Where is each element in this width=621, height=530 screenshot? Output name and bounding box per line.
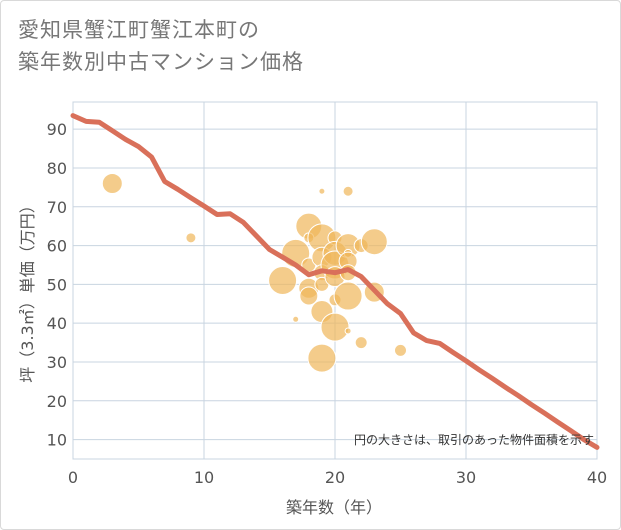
y-tick-label: 10 [47, 431, 67, 450]
bubble-point [320, 312, 350, 342]
x-axis-label: 築年数（年） [286, 498, 382, 517]
chart-title-line2: 築年数別中古マンション価格 [18, 50, 304, 74]
bubble-point [360, 228, 388, 256]
bubble-point [101, 172, 123, 194]
trend-line [70, 113, 600, 450]
size-note: 円の大きさは、取引のあった物件面積を示す [354, 432, 594, 447]
trend-line-path [70, 113, 600, 450]
bubbles [101, 172, 407, 373]
bubble-point [299, 286, 319, 306]
bubble-point [292, 315, 300, 323]
y-axis-label: 坪（3.3㎡）単価（万円） [18, 197, 37, 382]
x-tick-label: 40 [587, 468, 607, 487]
y-tick-label: 30 [47, 353, 67, 372]
bubble-point [354, 336, 368, 350]
x-tick-label: 10 [194, 468, 214, 487]
bubble-point [394, 343, 407, 357]
plot-border [72, 101, 598, 460]
x-tick-label: 30 [456, 468, 476, 487]
y-tick-label: 60 [47, 237, 67, 256]
y-tick-label: 90 [47, 120, 67, 139]
bubble-point [307, 343, 337, 373]
y-tick-label: 20 [47, 392, 67, 411]
y-tick-label: 40 [47, 314, 67, 333]
bubble-point [333, 281, 363, 311]
bubble-point [185, 232, 197, 244]
bubble-point [318, 187, 326, 195]
bubble-point [268, 266, 298, 295]
y-tick-label: 50 [47, 275, 67, 294]
x-tick-label: 20 [325, 468, 345, 487]
y-tick-label: 80 [47, 159, 67, 178]
chart-title-line1: 愛知県蟹江町蟹江本町の [18, 18, 260, 42]
x-tick-label: 0 [68, 468, 78, 487]
chart-title: 愛知県蟹江町蟹江本町の 築年数別中古マンション価格 [18, 14, 304, 78]
y-tick-label: 70 [47, 198, 67, 217]
bubble-point [344, 327, 352, 335]
bubble-point [342, 185, 354, 197]
